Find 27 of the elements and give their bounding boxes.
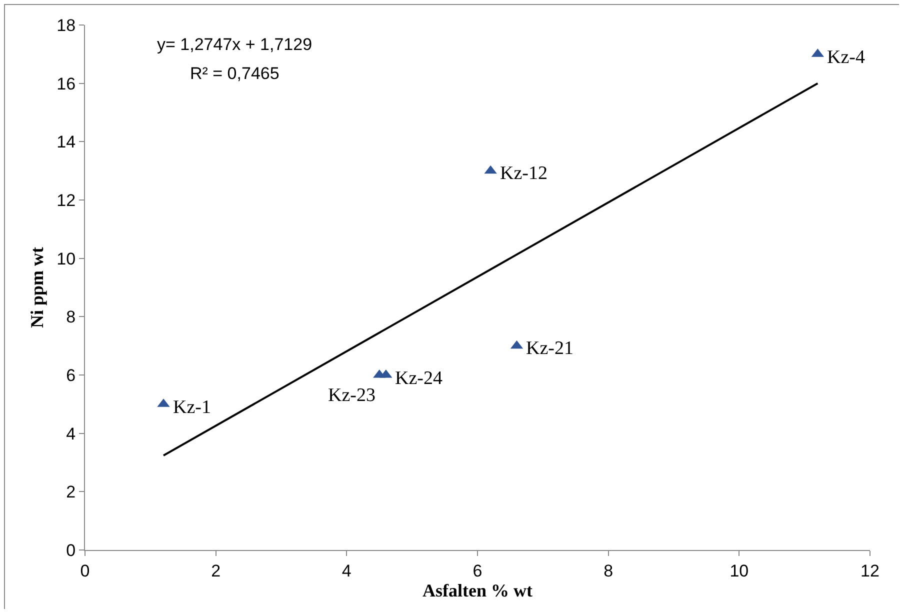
y-axis-title: Ni ppm wt bbox=[26, 246, 47, 328]
y-tick-label: 12 bbox=[56, 190, 76, 210]
y-tick-label: 10 bbox=[56, 249, 76, 268]
annotation: y= 1,2747x + 1,7129 bbox=[157, 35, 312, 54]
y-tick-label: 4 bbox=[66, 424, 76, 444]
x-tick-label: 4 bbox=[342, 561, 352, 580]
y-tick-label: 6 bbox=[66, 366, 76, 385]
annotation: Kz-1 bbox=[173, 397, 211, 418]
x-axis-title: Asfalten % wt bbox=[422, 580, 532, 600]
y-tick-label: 0 bbox=[66, 540, 76, 560]
x-tick-label: 12 bbox=[860, 561, 880, 580]
annotation: R² = 0,7465 bbox=[190, 64, 280, 83]
y-tick-label: 16 bbox=[56, 74, 76, 94]
annotation: Kz-24 bbox=[395, 368, 443, 389]
annotation: Kz-21 bbox=[526, 338, 574, 359]
annotation: Kz-4 bbox=[827, 47, 866, 68]
x-tick-label: 8 bbox=[604, 561, 614, 580]
x-tick-label: 10 bbox=[730, 561, 749, 580]
annotation: Kz-12 bbox=[500, 163, 548, 184]
x-tick-label: 6 bbox=[472, 561, 482, 580]
y-tick-label: 18 bbox=[56, 16, 76, 35]
y-tick-label: 2 bbox=[66, 482, 76, 502]
annotation: Kz-23 bbox=[328, 385, 376, 406]
x-tick-label: 0 bbox=[80, 561, 90, 580]
y-tick-label: 14 bbox=[56, 132, 76, 152]
x-tick-label: 2 bbox=[211, 561, 221, 580]
y-tick-label: 8 bbox=[66, 308, 76, 327]
